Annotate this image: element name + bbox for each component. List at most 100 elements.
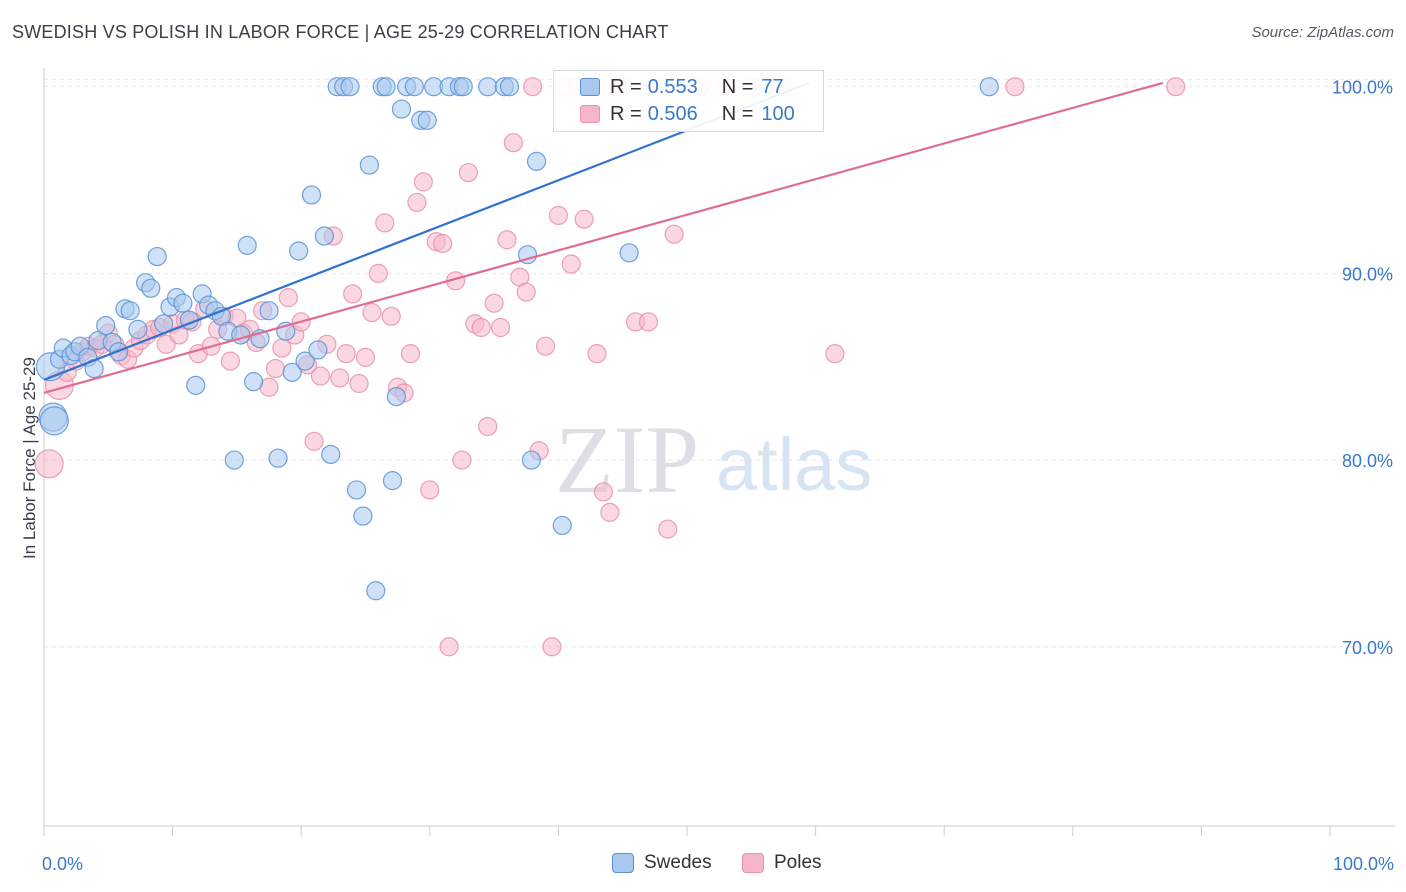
swedes-point xyxy=(521,450,541,470)
swedes-swatch xyxy=(580,78,600,96)
poles-point xyxy=(542,637,562,657)
swedes-point xyxy=(39,406,69,436)
legend-row-poles: R = 0.506 N = 100 xyxy=(580,101,795,127)
swedes-point xyxy=(314,226,334,246)
poles-point xyxy=(349,373,369,394)
axes xyxy=(43,68,1395,827)
poles-point xyxy=(304,431,324,451)
poles-point xyxy=(490,317,511,338)
poles-point xyxy=(220,351,241,371)
y-tick-labels: 70.0% 80.0% 90.0% 100.0% xyxy=(1332,78,1393,658)
swedes-point xyxy=(499,77,520,97)
poles-trend-line xyxy=(43,81,1164,394)
poles-point xyxy=(664,224,684,244)
poles-point xyxy=(381,306,401,326)
poles-point xyxy=(375,213,395,233)
legend-n-value: 77 xyxy=(761,75,784,98)
swedes-point xyxy=(417,110,437,130)
swedes-trend-line xyxy=(43,81,810,381)
swedes-point xyxy=(295,351,315,371)
swedes-point xyxy=(244,372,264,392)
swedes-point xyxy=(382,471,403,491)
x-tick-label-min: 0.0% xyxy=(42,854,83,874)
poles-point xyxy=(362,302,382,323)
legend-row-swedes: R = 0.553 N = 77 xyxy=(580,74,784,100)
poles-point xyxy=(400,344,421,364)
swedes-point xyxy=(268,448,288,468)
legend-r-label: R = xyxy=(610,75,642,98)
legend-r-value: 0.553 xyxy=(647,75,698,98)
swedes-point xyxy=(366,581,386,601)
legend-n-label: N = xyxy=(721,75,754,98)
x-tick-label-max: 100.0% xyxy=(1333,854,1394,874)
y-tick-label: 100.0% xyxy=(1332,78,1393,98)
poles-point xyxy=(484,293,504,313)
poles-point xyxy=(658,519,678,539)
trend-lines xyxy=(43,81,1164,394)
watermark-atlas: atlas xyxy=(716,423,872,506)
poles-point xyxy=(156,334,176,354)
legend-r-label: R = xyxy=(610,102,642,125)
poles-legend-swatch xyxy=(742,853,764,873)
poles-point xyxy=(825,344,845,364)
poles-point xyxy=(265,358,286,379)
swedes-point xyxy=(231,325,251,345)
swedes-point xyxy=(259,301,279,321)
swedes-point xyxy=(141,278,161,298)
gridlines xyxy=(44,78,1395,648)
x-ticks xyxy=(43,826,1331,836)
swedes-point xyxy=(237,235,257,255)
swedes-point xyxy=(301,185,322,205)
legend-n-label: N = xyxy=(721,102,754,125)
poles-point xyxy=(471,317,491,338)
swedes-point xyxy=(128,319,148,339)
poles-point xyxy=(278,288,298,308)
swedes-point xyxy=(526,151,547,171)
poles-point xyxy=(458,162,478,183)
poles-point xyxy=(593,482,614,502)
swedes-point xyxy=(376,77,396,97)
legend-r-value: 0.506 xyxy=(647,102,698,125)
poles-point xyxy=(355,347,376,367)
poles-point xyxy=(433,233,453,254)
poles-point xyxy=(1005,77,1025,97)
poles-point xyxy=(478,416,498,437)
poles-point xyxy=(330,368,350,388)
watermark-zip: ZIP xyxy=(555,406,699,513)
swedes-point xyxy=(391,99,412,119)
swedes-point xyxy=(282,362,302,382)
swedes-point xyxy=(120,301,140,321)
poles-point xyxy=(535,336,556,356)
poles-point xyxy=(548,205,569,226)
swedes-point xyxy=(96,316,116,336)
poles-point xyxy=(439,637,459,657)
poles-point xyxy=(407,192,427,213)
y-tick-label: 80.0% xyxy=(1342,451,1393,471)
poles-legend-label: Poles xyxy=(774,852,822,873)
swedes-point xyxy=(359,155,379,175)
poles-point xyxy=(343,284,363,304)
swedes-point xyxy=(979,77,999,97)
legend-n-value: 100 xyxy=(761,102,795,125)
swedes-point xyxy=(186,375,206,395)
swedes-point xyxy=(453,77,473,97)
poles-point xyxy=(310,366,331,386)
poles-point xyxy=(638,312,659,332)
poles-point xyxy=(587,344,607,364)
poles-point xyxy=(561,254,581,274)
swedes-point xyxy=(386,386,406,407)
swedes-point xyxy=(321,444,341,465)
source-credit: Source: ZipAtlas.com xyxy=(1251,24,1394,41)
swedes-point xyxy=(224,450,244,470)
swedes-point xyxy=(552,515,572,536)
correlation-legend: R = 0.553 N = 77 R = 0.506 N = 100 xyxy=(553,70,824,132)
swedes-point xyxy=(173,293,193,313)
poles-point xyxy=(336,344,356,364)
watermark: ZIP atlas xyxy=(555,406,872,513)
poles-point xyxy=(1166,77,1186,97)
legend-item-swedes[interactable]: Swedes xyxy=(612,852,712,874)
poles-point xyxy=(523,77,543,97)
legend-item-poles[interactable]: Poles xyxy=(742,852,822,874)
poles-swatch xyxy=(580,105,600,123)
